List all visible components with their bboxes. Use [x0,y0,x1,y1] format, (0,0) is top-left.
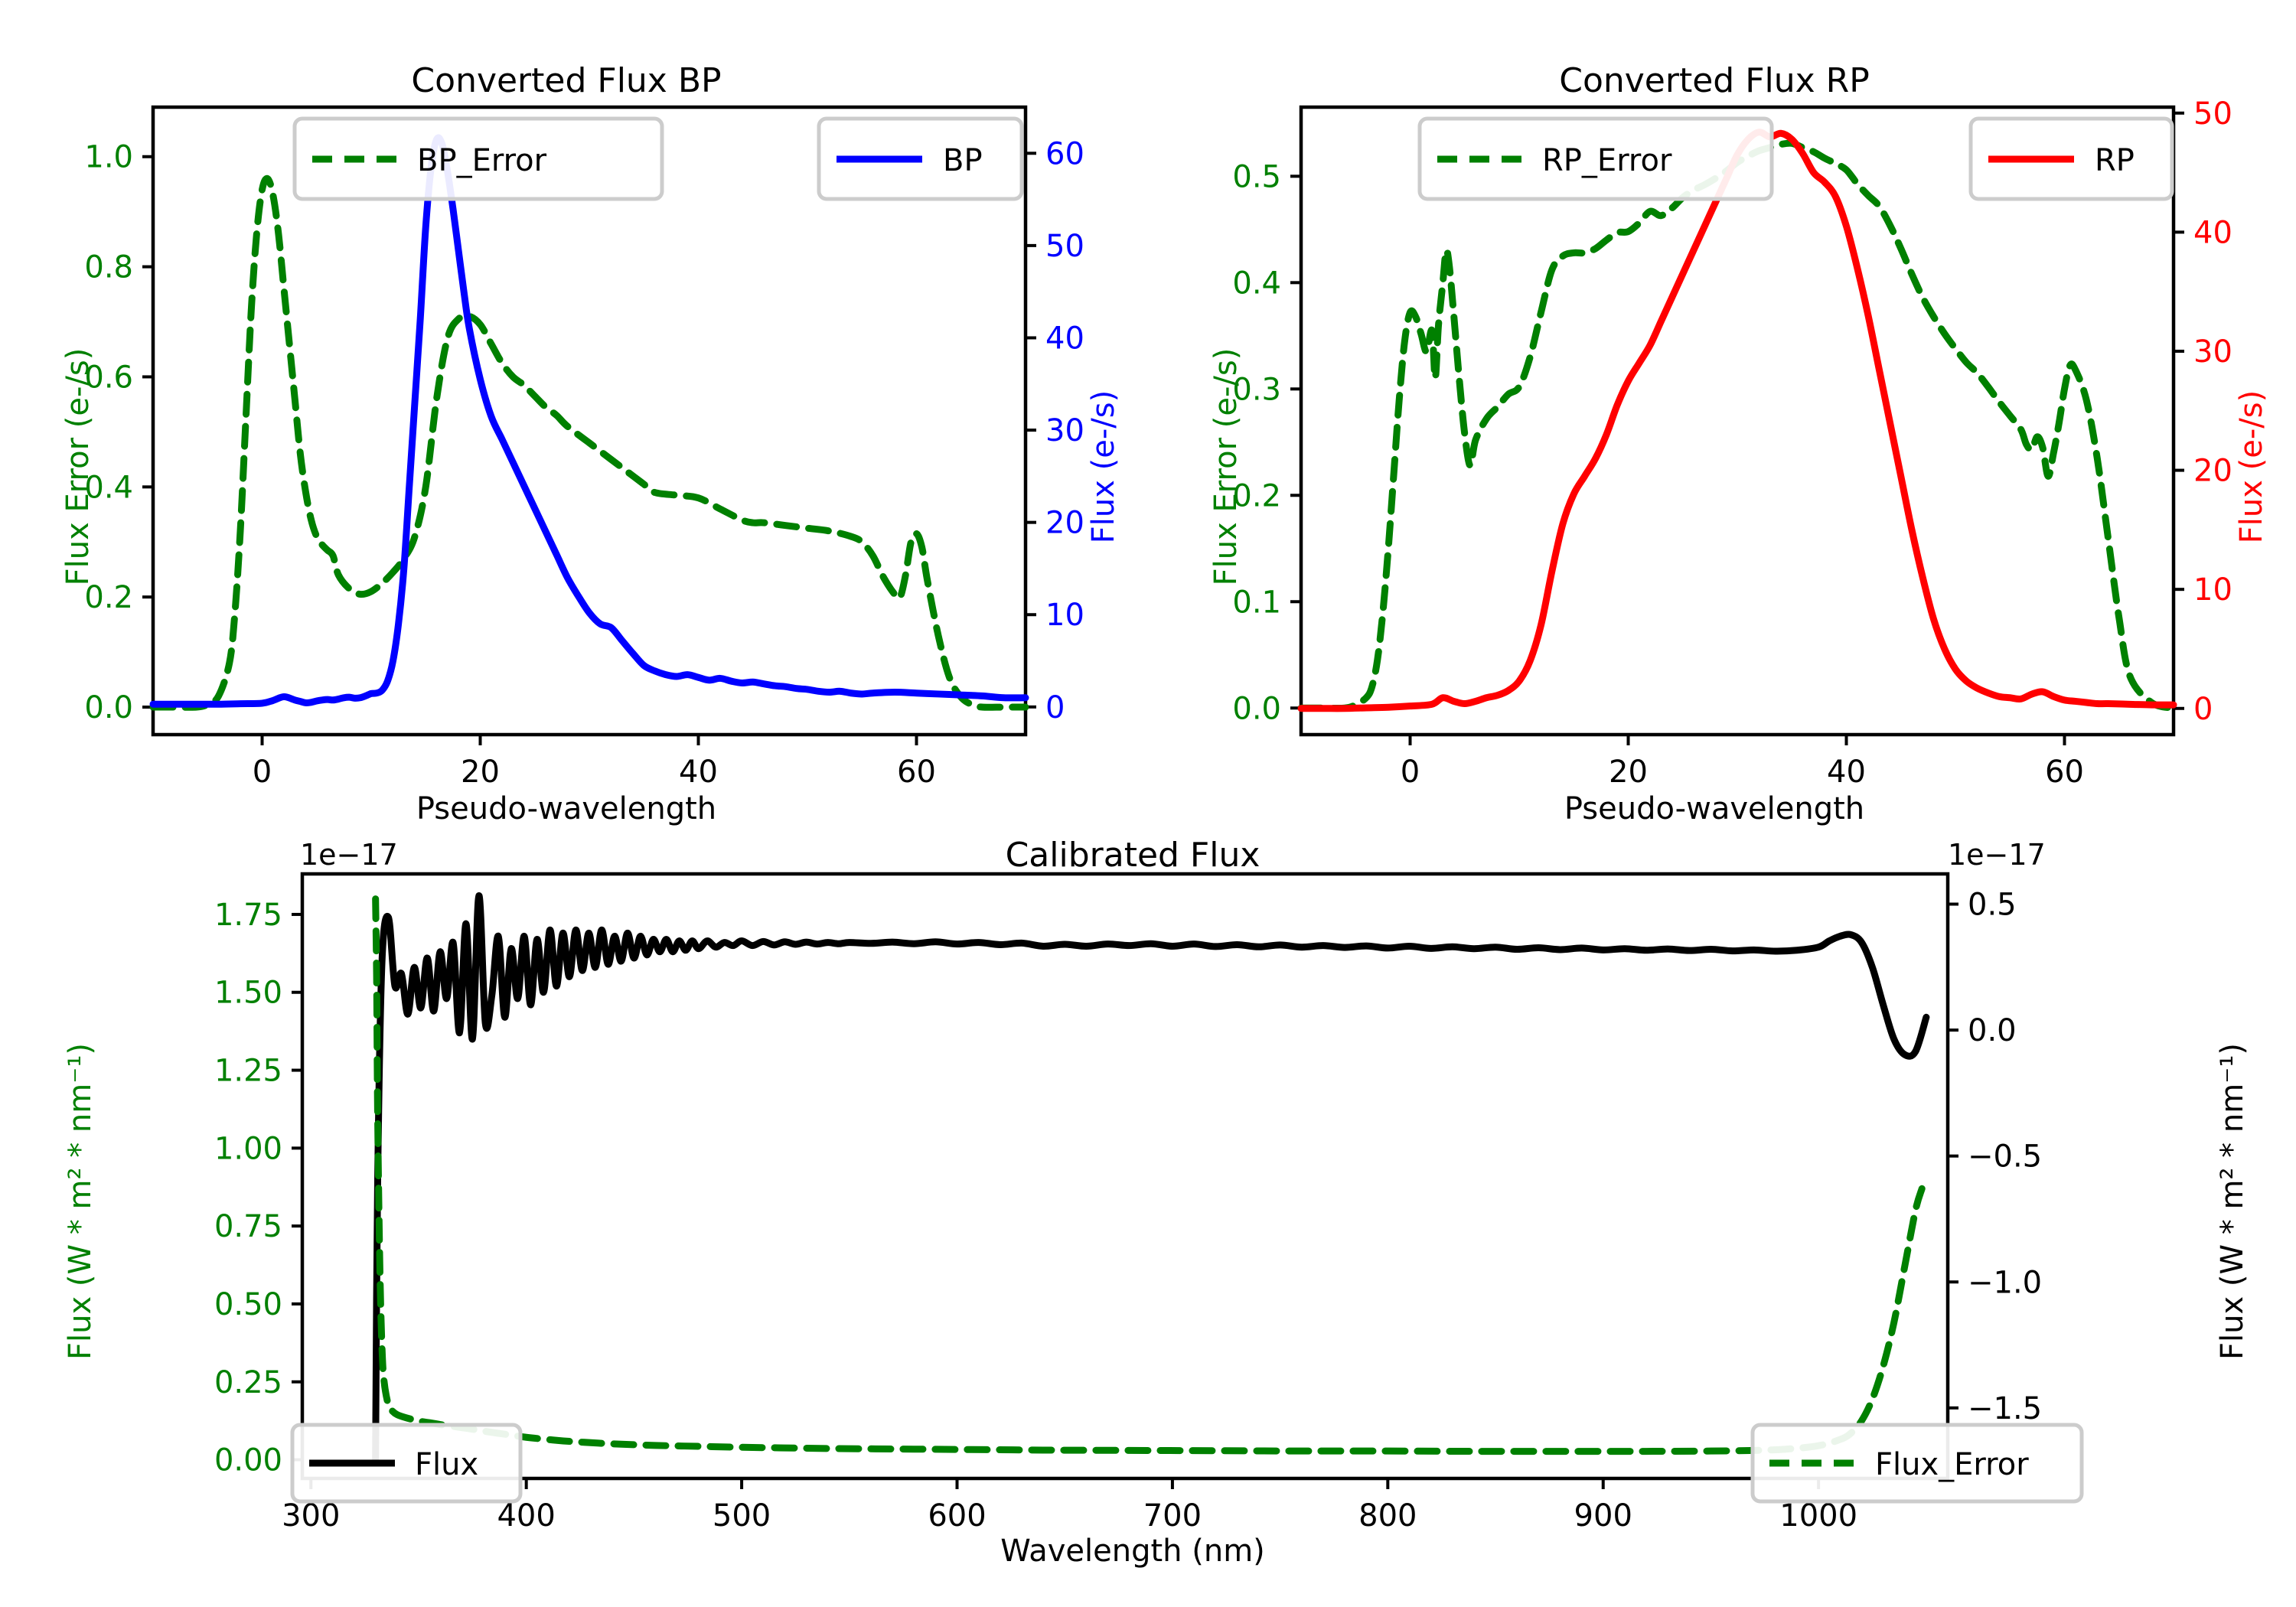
y-tick-label-right: 40 [1045,321,1084,356]
rp-error-legend-label: RP_Error [1542,143,1672,178]
calibrated-chart-svg: Calibrated Flux 300 400 500 600 700 800 900 100… [63,836,2250,1569]
y-tick-label-right: 0 [2193,692,2213,727]
y-tick-label-left: 0.0 [84,690,133,725]
bp-legend-error[interactable]: BP_Error [292,116,664,201]
series-line-flux_error [372,895,1926,1455]
panel-calibrated-flux: Calibrated Flux 300 400 500 600 700 800 900 100… [0,826,2296,1607]
rp-chart-svg: Converted Flux RP 0 20 40 60 0.0 0.1 0.2 0.3 0.4… [1208,61,2269,826]
rp-legend-error[interactable]: RP_Error [1417,116,1774,201]
y-tick-label-left: 0.25 [214,1365,282,1400]
x-tick-label: 60 [897,755,936,790]
x-tick-label: 40 [1827,755,1866,790]
rp-legend-label: RP [2095,143,2135,178]
calibrated-x-axis-label: Wavelength (nm) [1000,1534,1265,1569]
y-tick-label-right: 30 [2193,334,2232,370]
y-tick-label-left: 1.75 [214,898,282,933]
bp-legend-flux[interactable]: BP [817,116,1024,201]
rp-legend-flux[interactable]: RP [1968,116,2174,201]
x-tick-label: 400 [497,1498,555,1534]
bp-y-axis-right-label: Flux (e-/s) [1086,390,1121,543]
bp-error-legend-label: BP_Error [417,143,547,178]
x-tick-label: 60 [2045,755,2084,790]
y-tick-label-right: −1.0 [1968,1265,2042,1300]
y-tick-label-left: 0.3 [1232,372,1281,407]
x-tick-label: 1000 [1779,1498,1857,1534]
calibrated-chart-title: Calibrated Flux [1006,836,1261,875]
x-tick-label: 900 [1574,1498,1632,1534]
y-tick-label-left: 0.6 [84,360,133,395]
x-tick-label: 20 [461,755,500,790]
y-tick-label-left: 1.25 [214,1054,282,1089]
rp-y-axis-left-label: Flux Error (e-/s) [1208,348,1244,586]
calibrated-y-left-offset: 1e−17 [300,838,398,872]
y-tick-label-right: 60 [1045,136,1084,171]
y-tick-label-left: 0.5 [1232,159,1281,194]
y-tick-label-left: 0.2 [1232,478,1281,513]
series-line-bp [149,134,1029,708]
rp-chart-title: Converted Flux RP [1559,61,1870,100]
y-tick-label-right: 50 [1045,229,1084,264]
y-tick-label-left: 0.4 [84,470,133,505]
flux-legend-label: Flux [415,1447,478,1482]
x-tick-label: 300 [282,1498,340,1534]
y-tick-label-left: 0.4 [1232,266,1281,301]
y-tick-label-right: 20 [1045,506,1084,541]
x-tick-label: 500 [713,1498,771,1534]
bp-legend-label: BP [943,143,983,178]
bp-x-axis-label: Pseudo-wavelength [416,791,716,826]
bp-chart-svg: Converted Flux BP 0 20 40 60 0.0 0.2 0.4 0.6 0.8… [60,61,1121,826]
series-line-flux [372,892,1930,1464]
series-line-rp [1297,129,2177,712]
x-tick-label: 600 [928,1498,986,1534]
y-tick-label-right: 20 [2193,454,2232,489]
series-line-bp_error [149,174,1029,711]
y-tick-label-left: 1.50 [214,976,282,1011]
y-tick-label-right: 0.5 [1968,888,2017,923]
y-tick-label-right: 10 [2193,572,2232,608]
y-tick-label-right: 30 [1045,413,1084,448]
y-tick-label-left: 0.1 [1232,585,1281,620]
calibrated-y-axis-left-label: Flux (W * m² * nm⁻¹) [63,1043,98,1360]
x-tick-label: 0 [1401,755,1420,790]
calibrated-legend-flux-error[interactable]: Flux_Error [1750,1423,2084,1504]
y-tick-label-left: 0.0 [1232,691,1281,726]
y-tick-label-right: 0 [1045,690,1065,725]
x-tick-label: 0 [253,755,272,790]
y-tick-label-left: 0.2 [84,580,133,615]
calibrated-y-axis-right-label: Flux (W * m² * nm⁻¹) [2215,1043,2250,1360]
x-tick-label: 800 [1358,1498,1417,1534]
calibrated-y-right-offset: 1e−17 [1948,838,2046,872]
rp-x-axis-label: Pseudo-wavelength [1564,791,1864,826]
x-tick-label: 700 [1143,1498,1202,1534]
flux-error-legend-label: Flux_Error [1875,1447,2029,1482]
x-tick-label: 20 [1609,755,1648,790]
bp-chart-title: Converted Flux BP [411,61,721,100]
panel-converted-flux-rp: Converted Flux RP 0 20 40 60 0.0 0.1 0.2 0.3 0.4… [1148,46,2296,834]
rp-y-axis-right-label: Flux (e-/s) [2234,390,2269,543]
y-tick-label-left: 1.0 [84,140,133,175]
y-tick-label-left: 1.00 [214,1131,282,1166]
y-tick-label-left: 0.75 [214,1209,282,1244]
panel-converted-flux-bp: Converted Flux BP 0 20 40 60 0.0 0.2 0.4 0.6 0.8… [0,46,1148,834]
y-tick-label-right: 50 [2193,96,2232,132]
y-tick-label-right: −1.5 [1968,1391,2042,1426]
y-tick-label-right: 10 [1045,598,1084,633]
y-tick-label-right: −0.5 [1968,1139,2042,1175]
bp-y-axis-left-label: Flux Error (e-/s) [60,348,96,586]
y-tick-label-left: 0.00 [214,1443,282,1478]
series-line-rp_error [1297,139,2177,712]
x-tick-label: 40 [679,755,718,790]
y-tick-label-right: 0.0 [1968,1013,2017,1048]
y-tick-label-right: 40 [2193,215,2232,250]
y-tick-label-left: 0.8 [84,250,133,285]
calibrated-legend-flux[interactable]: Flux [290,1423,523,1504]
y-tick-label-left: 0.50 [214,1287,282,1322]
